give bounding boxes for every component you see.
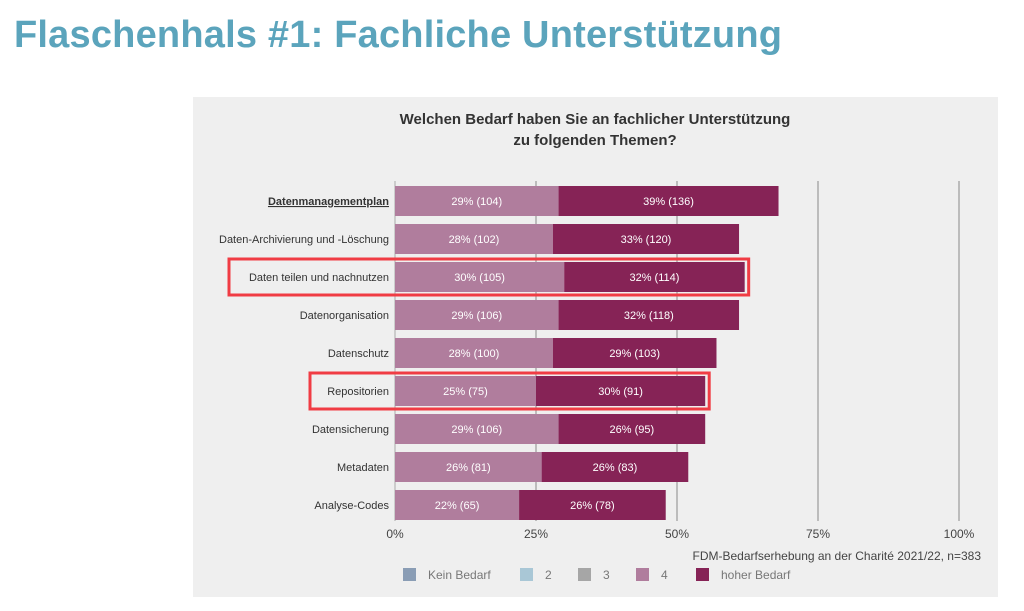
- chart-panel: Welchen Bedarf haben Sie an fachlicher U…: [193, 97, 998, 597]
- category-label: Datensicherung: [312, 424, 389, 436]
- category-label: Metadaten: [337, 462, 389, 474]
- highlight-box: [227, 257, 751, 297]
- chart-title-line-1: Welchen Bedarf haben Sie an fachlicher U…: [400, 111, 791, 128]
- bar-value-label: 26% (81): [446, 462, 491, 474]
- bar-level-4-7: [395, 452, 542, 482]
- x-axis-ticks: 0% 25% 50% 75% 100%: [386, 527, 974, 541]
- category-label: Datenschutz: [328, 348, 389, 360]
- bar-value-label: 29% (106): [451, 424, 502, 436]
- category-labels: Datenmanagementplan Daten-Archivierung un…: [219, 196, 390, 512]
- category-label: Repositorien: [327, 386, 389, 398]
- bar-level-4-0: [395, 186, 559, 216]
- bar-hoher-bedarf-0: [558, 186, 779, 216]
- legend-swatch: [520, 568, 533, 581]
- bar-value-label: 32% (114): [629, 272, 679, 284]
- source-note: FDM-Bedarfserhebung an der Charité 2021/…: [692, 549, 981, 563]
- bar-value-label: 29% (106): [451, 310, 502, 322]
- bar-level-4-8: [395, 490, 520, 520]
- x-tick-label: 0%: [386, 527, 404, 541]
- legend-swatch: [403, 568, 416, 581]
- x-tick-label: 50%: [665, 527, 689, 541]
- bar-hoher-bedarf-5: [536, 376, 706, 406]
- bar-value-label: 29% (104): [451, 196, 502, 208]
- bar-value-label: 29% (103): [609, 348, 660, 360]
- x-tick-label: 75%: [806, 527, 830, 541]
- legend: Kein Bedarf 2 3 4 hoher Bedarf: [403, 568, 791, 582]
- bar-value-label: 28% (100): [449, 348, 500, 360]
- legend-label: 2: [545, 568, 552, 582]
- category-label: Daten teilen und nachnutzen: [249, 272, 389, 284]
- bar-level-4-2: [395, 262, 565, 292]
- bar-hoher-bedarf-6: [558, 414, 706, 444]
- bar-hoher-bedarf-3: [558, 300, 740, 330]
- highlight-boxes: [227, 257, 751, 411]
- x-tick-label: 100%: [944, 527, 975, 541]
- bar-hoher-bedarf-2: [564, 262, 745, 292]
- category-label: Analyse-Codes: [314, 500, 389, 512]
- legend-label: 3: [603, 568, 610, 582]
- bar-value-label: 33% (120): [621, 234, 672, 246]
- bar-level-4-5: [395, 376, 536, 406]
- bar-level-4-4: [395, 338, 553, 368]
- bar-level-4-3: [395, 300, 559, 330]
- category-label: Datenmanagementplan: [268, 196, 389, 208]
- bar-value-label: 22% (65): [435, 500, 480, 512]
- category-label: Datenorganisation: [300, 310, 389, 322]
- slide-title: Flaschenhals #1: Fachliche Unterstützung: [14, 14, 783, 56]
- bar-value-label: 39% (136): [643, 196, 694, 208]
- bar-hoher-bedarf-1: [552, 224, 740, 254]
- bars: 29% (104) 39% (136) 28% (102) 33% (120) 30% …: [395, 186, 779, 520]
- bar-value-label: 25% (75): [443, 386, 488, 398]
- bar-level-4-1: [395, 224, 553, 254]
- stacked-bar-chart: Welchen Bedarf haben Sie an fachlicher U…: [219, 111, 981, 582]
- chart-title-line-2: zu folgenden Themen?: [513, 132, 676, 149]
- legend-label: 4: [661, 568, 668, 582]
- legend-swatch: [636, 568, 649, 581]
- bar-hoher-bedarf-4: [552, 338, 717, 368]
- bar-value-label: 26% (83): [593, 462, 638, 474]
- category-label: Daten-Archivierung und -Löschung: [219, 234, 389, 246]
- bar-hoher-bedarf-8: [519, 490, 666, 520]
- bar-value-label: 28% (102): [449, 234, 500, 246]
- x-tick-label: 25%: [524, 527, 548, 541]
- bar-level-4-6: [395, 414, 559, 444]
- bar-value-label: 32% (118): [624, 310, 674, 322]
- bar-value-label: 26% (78): [570, 500, 615, 512]
- highlight-box: [308, 371, 711, 411]
- bar-value-label: 30% (105): [454, 272, 505, 284]
- bar-value-label: 26% (95): [610, 424, 655, 436]
- legend-label: hoher Bedarf: [721, 568, 791, 582]
- bar-hoher-bedarf-7: [541, 452, 689, 482]
- bar-value-label: 30% (91): [598, 386, 643, 398]
- legend-label: Kein Bedarf: [428, 568, 491, 582]
- legend-swatch: [578, 568, 591, 581]
- legend-swatch: [696, 568, 709, 581]
